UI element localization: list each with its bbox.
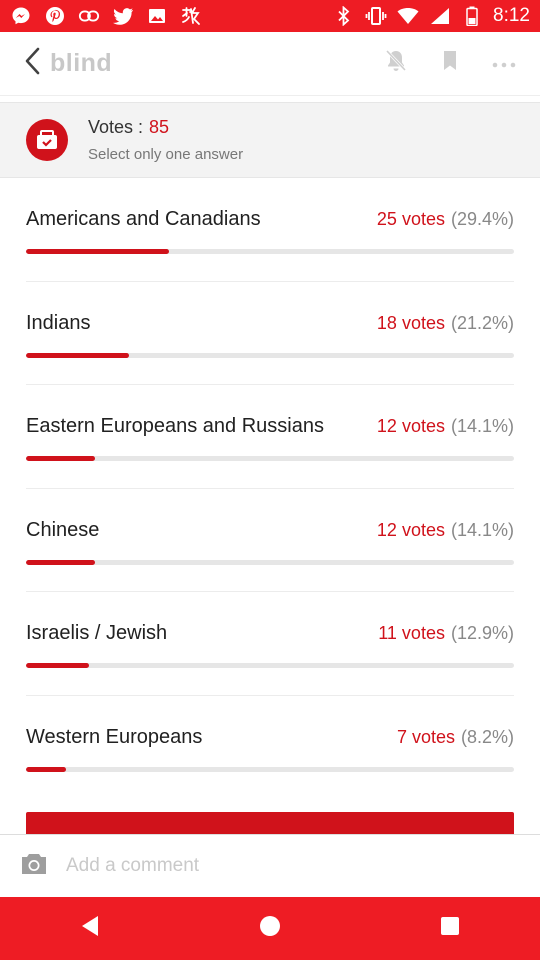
option-label: Indians	[26, 311, 91, 334]
vibrate-icon	[365, 5, 387, 27]
option-votes: 18 votes	[376, 312, 445, 333]
progress-fill	[26, 352, 130, 358]
option-percent: (29.4%)	[450, 209, 514, 229]
battery-icon	[461, 5, 483, 27]
nav-recents-button[interactable]	[410, 897, 490, 960]
app-bar: blind	[0, 32, 540, 96]
comment-input[interactable]	[64, 854, 488, 878]
progress-fill	[26, 559, 95, 565]
system-nav-bar	[0, 897, 540, 960]
nav-home-button[interactable]	[230, 897, 310, 960]
image-icon	[146, 5, 168, 27]
messenger-icon	[10, 5, 32, 27]
poll-option[interactable]: Chinese 12 votes (14.1%)	[26, 489, 514, 592]
progress-track	[26, 249, 514, 254]
poll-header: Votes :85 Select only one answer	[0, 102, 540, 178]
progress-fill	[26, 663, 89, 668]
back-button[interactable]	[14, 44, 52, 84]
poll-options: Americans and Canadians 25 votes (29.4%) …	[26, 178, 514, 799]
poll-option[interactable]: Israelis / Jewish 11 votes (12.9%)	[26, 592, 514, 696]
option-percent: (21.2%)	[450, 312, 514, 333]
home-circle-icon	[259, 915, 281, 942]
option-percent: (14.1%)	[450, 416, 514, 436]
option-label: Americans and Canadians	[26, 208, 261, 230]
option-votes: 12 votes	[376, 519, 445, 540]
option-percent: (12.9%)	[450, 623, 514, 643]
more-options-button[interactable]	[482, 42, 526, 86]
progress-track	[26, 559, 514, 565]
bookmark-button[interactable]	[428, 42, 472, 86]
progress-fill	[26, 766, 67, 772]
back-triangle-icon	[80, 915, 100, 942]
option-votes: 7 votes	[396, 726, 455, 747]
more-icon	[492, 55, 516, 73]
pinterest-icon	[44, 5, 66, 27]
option-label: Western Europeans	[26, 725, 203, 748]
progress-track	[26, 663, 514, 668]
option-votes: 11 votes	[378, 623, 445, 643]
option-label: Chinese	[26, 518, 100, 541]
progress-track	[26, 352, 514, 358]
link-icon	[78, 5, 100, 27]
signal-icon	[429, 5, 451, 27]
votes-total: Votes :85	[88, 117, 243, 138]
option-percent: (8.2%)	[460, 726, 514, 747]
poll-hint: Select only one answer	[88, 146, 244, 163]
nav-back-button[interactable]	[50, 897, 130, 960]
recents-square-icon	[440, 916, 460, 941]
progress-track	[26, 766, 514, 772]
mute-notifications-button[interactable]	[374, 42, 418, 86]
option-votes: 25 votes	[376, 209, 445, 229]
option-label: Eastern Europeans and Russians	[26, 415, 324, 437]
chevron-left-icon	[25, 47, 41, 80]
progress-fill	[26, 249, 170, 254]
option-percent: (14.1%)	[450, 519, 514, 540]
bell-muted-icon	[385, 49, 407, 78]
fiverr-icon	[180, 5, 202, 27]
divider	[0, 97, 540, 102]
option-label: Israelis / Jewish	[26, 622, 168, 644]
poll-action-button[interactable]	[26, 812, 514, 834]
progress-fill	[26, 456, 95, 461]
attach-photo-button[interactable]	[14, 846, 54, 886]
bookmark-icon	[442, 50, 458, 77]
status-bar: 8:12	[0, 0, 540, 32]
status-time: 8:12	[493, 5, 530, 26]
votes-label: Votes :	[88, 117, 144, 137]
progress-track	[26, 456, 514, 461]
option-votes: 12 votes	[376, 416, 445, 436]
poll-option[interactable]: Eastern Europeans and Russians 12 votes(…	[26, 385, 514, 489]
ballot-box-icon	[26, 119, 68, 161]
camera-icon	[20, 852, 48, 881]
bluetooth-icon	[333, 5, 355, 27]
poll-option[interactable]: Americans and Canadians 25 votes (29.4%)	[26, 178, 514, 282]
wifi-icon	[397, 5, 419, 27]
poll-option[interactable]: Western Europeans 7 votes (8.2%)	[26, 696, 514, 800]
poll-option[interactable]: Indians 18 votes (21.2%)	[26, 282, 514, 385]
votes-count: 85	[149, 117, 170, 137]
app-logo: blind	[50, 49, 113, 77]
comment-bar	[0, 834, 540, 897]
twitter-icon	[112, 5, 134, 27]
